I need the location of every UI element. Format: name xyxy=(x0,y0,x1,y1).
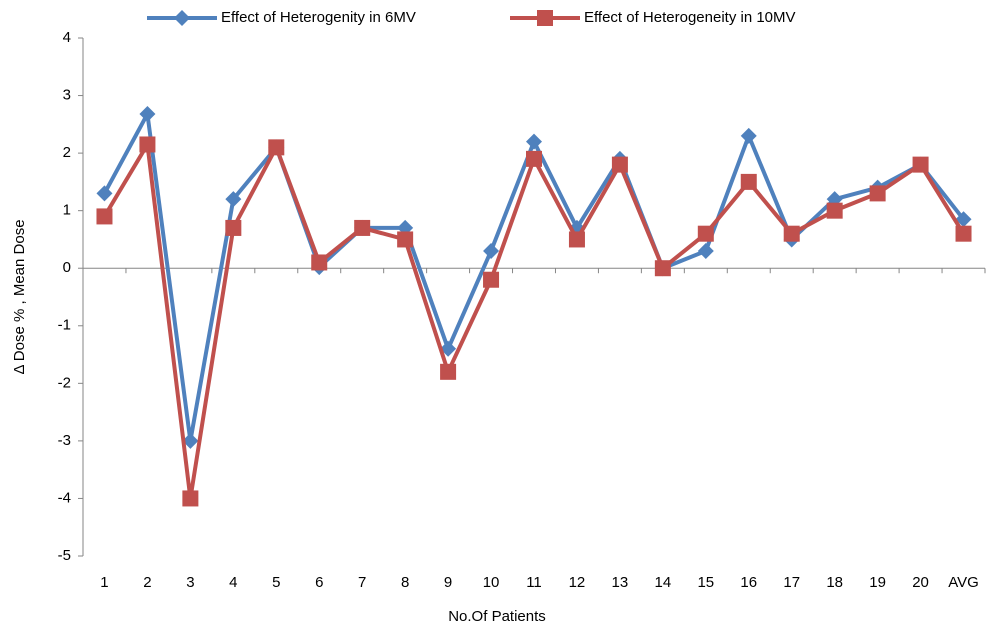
x-tick-label: 10 xyxy=(483,574,500,591)
x-tick-label: 8 xyxy=(401,574,409,591)
x-tick-label: 2 xyxy=(143,574,151,591)
data-point xyxy=(483,271,500,288)
data-point xyxy=(568,231,585,248)
x-tick-label: 15 xyxy=(697,574,714,591)
y-tick-label: 2 xyxy=(63,144,71,161)
y-tick-label: 1 xyxy=(63,202,71,219)
data-point xyxy=(225,191,242,208)
legend-label: Effect of Heterogenity in 6MV xyxy=(221,9,416,26)
data-point xyxy=(440,363,457,380)
data-point xyxy=(955,225,972,242)
data-point xyxy=(139,105,156,122)
x-tick-label: 19 xyxy=(869,574,886,591)
x-tick-label: 7 xyxy=(358,574,366,591)
x-tick-label: 6 xyxy=(315,574,323,591)
data-point xyxy=(96,208,113,225)
y-tick-label: -5 xyxy=(58,547,71,564)
data-point xyxy=(955,211,972,228)
x-tick-label: 1 xyxy=(100,574,108,591)
x-tick-label: 5 xyxy=(272,574,280,591)
data-point xyxy=(526,133,542,150)
data-point xyxy=(354,219,371,236)
data-point xyxy=(912,156,929,173)
data-point xyxy=(697,242,714,259)
x-tick-label: 17 xyxy=(783,574,800,591)
data-point xyxy=(182,490,199,507)
y-tick-label: 0 xyxy=(63,259,71,276)
legend-label: Effect of Heterogeneity in 10MV xyxy=(584,9,796,26)
x-tick-label: 3 xyxy=(186,574,194,591)
data-point xyxy=(225,219,242,236)
data-point xyxy=(783,225,800,242)
data-point xyxy=(826,202,843,219)
data-point xyxy=(268,139,285,156)
legend-marker xyxy=(537,10,553,26)
data-point xyxy=(139,136,156,153)
x-tick-label: 9 xyxy=(444,574,452,591)
x-tick-label: 16 xyxy=(740,574,757,591)
y-tick-label: -1 xyxy=(58,317,71,334)
y-tick-label: 4 xyxy=(63,29,71,46)
y-axis-title: Δ Dose % , Mean Dose xyxy=(11,219,28,374)
data-point xyxy=(397,231,414,248)
x-tick-label: 14 xyxy=(655,574,672,591)
x-tick-label: 11 xyxy=(526,574,542,591)
x-tick-label: 13 xyxy=(612,574,629,591)
data-point xyxy=(311,254,328,271)
y-tick-label: 3 xyxy=(63,87,71,104)
data-point xyxy=(740,173,757,190)
data-point xyxy=(96,185,113,202)
x-tick-label: 20 xyxy=(912,574,929,591)
data-point xyxy=(483,242,500,259)
data-point xyxy=(440,340,457,357)
x-axis-title: No.Of Patients xyxy=(448,608,546,625)
data-point xyxy=(611,156,628,173)
y-tick-label: -4 xyxy=(58,489,71,506)
data-point xyxy=(869,185,886,202)
data-point xyxy=(697,225,714,242)
x-tick-label: 12 xyxy=(569,574,586,591)
x-tick-label: 4 xyxy=(229,574,237,591)
data-point xyxy=(182,432,199,449)
data-point xyxy=(654,260,671,277)
x-tick-label: AVG xyxy=(948,574,979,591)
y-tick-label: -3 xyxy=(58,432,71,449)
y-tick-label: -2 xyxy=(58,374,71,391)
data-point xyxy=(740,127,757,144)
legend-marker xyxy=(174,10,190,26)
x-tick-label: 18 xyxy=(826,574,843,591)
data-point xyxy=(526,150,542,167)
